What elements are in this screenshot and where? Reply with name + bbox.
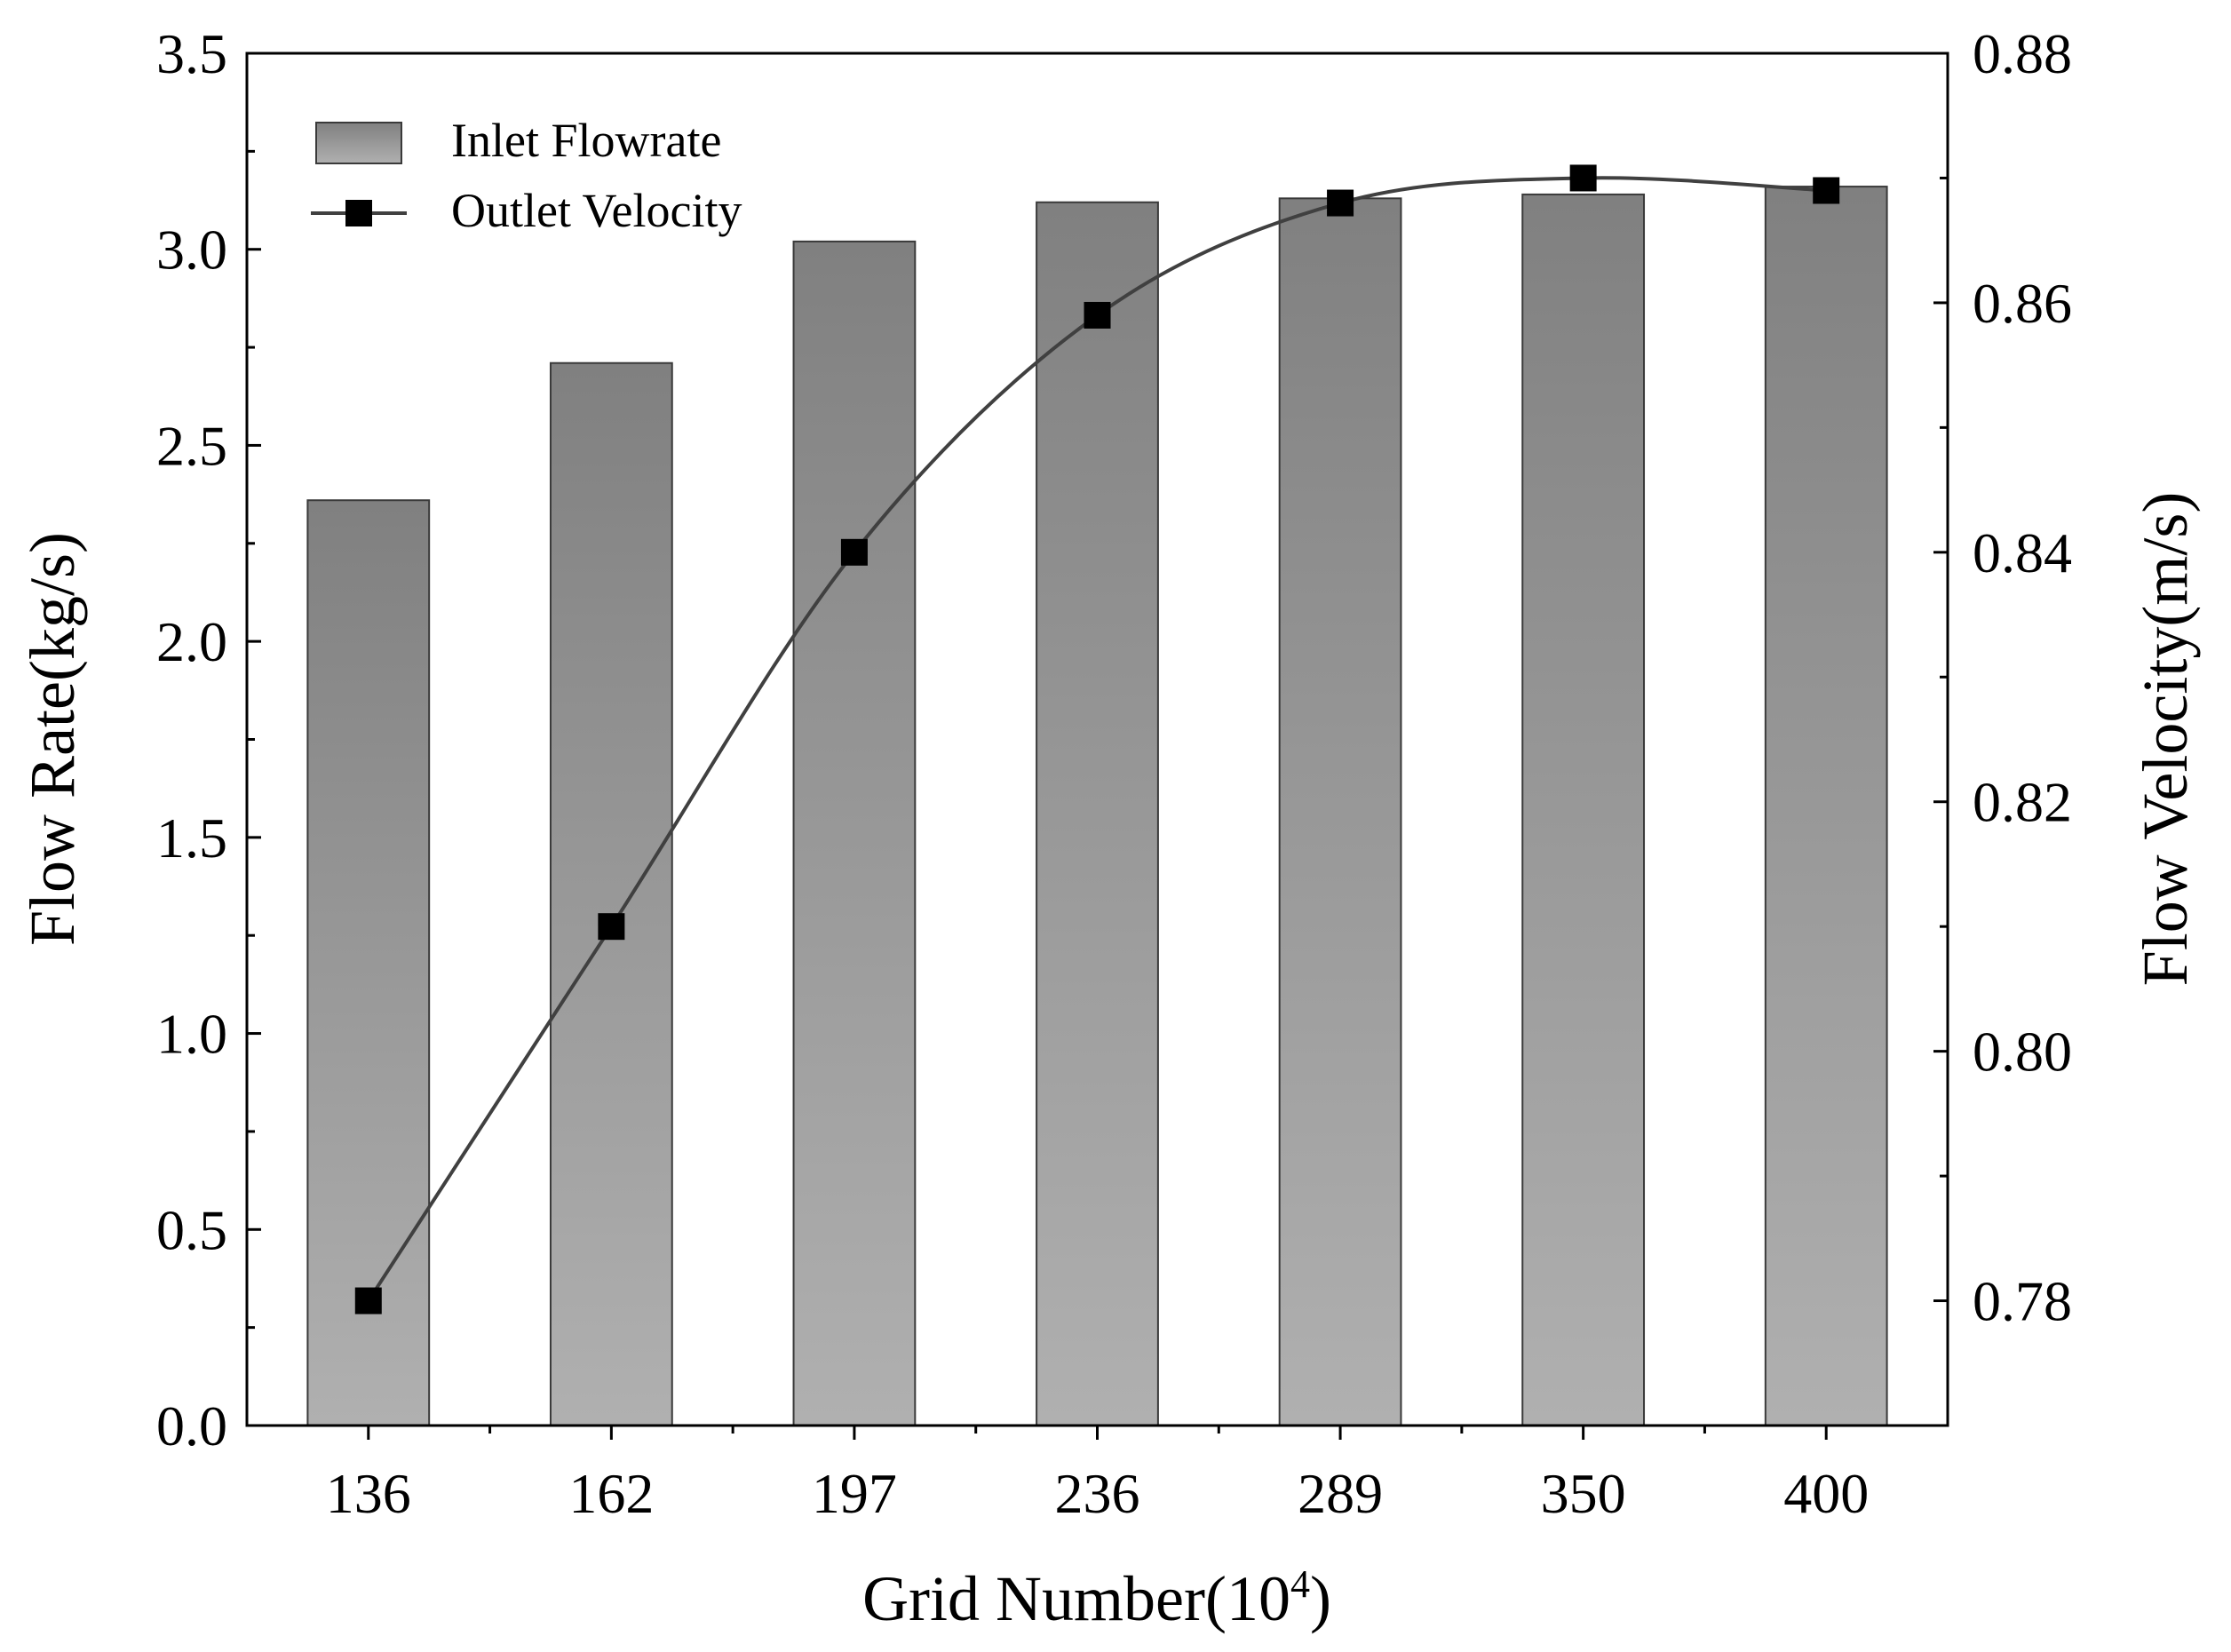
- right-tick-label: 0.80: [1973, 1021, 2072, 1084]
- bar-400: [1764, 186, 1888, 1427]
- left-tick-label: 2.5: [156, 414, 227, 477]
- x-tick-label-400: 400: [1783, 1462, 1869, 1525]
- left-tick-label: 1.0: [156, 1003, 227, 1066]
- x-tick-label-162: 162: [568, 1462, 654, 1525]
- outlet-velocity-line: [367, 176, 1827, 1302]
- x-tick-label-289: 289: [1298, 1462, 1383, 1525]
- left-tick-label: 0.5: [156, 1198, 227, 1261]
- bar-350: [1521, 193, 1646, 1426]
- x-tick-label-350: 350: [1541, 1462, 1626, 1525]
- bar-136: [306, 499, 431, 1427]
- x-axis-title: Grid Number(104): [862, 1562, 1331, 1634]
- legend: Inlet Flowrate Outlet Velocity: [311, 114, 742, 237]
- left-tick-label: 1.5: [156, 806, 227, 870]
- velocity-point-350: [1569, 164, 1597, 192]
- x-tick-label-197: 197: [812, 1462, 897, 1525]
- right-tick-label: 0.88: [1973, 22, 2072, 85]
- bar-197: [792, 240, 917, 1426]
- right-tick-label: 0.84: [1973, 521, 2072, 584]
- right-tick-label: 0.86: [1973, 272, 2072, 335]
- velocity-line-layer: [354, 164, 1840, 1314]
- bar-162: [549, 361, 673, 1427]
- velocity-point-289: [1327, 189, 1354, 217]
- velocity-point-197: [840, 538, 868, 566]
- bars-layer: [306, 186, 1888, 1427]
- ticks-layer: 0.0 0.5 1.0 1.5 2.0 2.5 3.0 3.5 0.78 0.80 0.82 0.84…: [156, 22, 2072, 1525]
- velocity-point-162: [598, 913, 625, 941]
- velocity-point-136: [354, 1287, 382, 1314]
- left-tick-label: 3.0: [156, 218, 227, 282]
- left-tick-label: 0.0: [156, 1394, 227, 1457]
- x-tick-label-236: 236: [1055, 1462, 1140, 1525]
- bar-289: [1278, 197, 1402, 1426]
- legend-bar-label: Inlet Flowrate: [451, 114, 721, 167]
- left-tick-label: 2.0: [156, 610, 227, 673]
- y-axis-left-title: Flow Rate(kg/s): [17, 532, 88, 946]
- right-tick-label: 0.78: [1973, 1270, 2072, 1333]
- x-tick-label-136: 136: [326, 1462, 411, 1525]
- legend-line-label: Outlet Velocity: [451, 184, 742, 237]
- legend-bar-swatch: [315, 122, 402, 164]
- velocity-point-400: [1813, 177, 1840, 204]
- legend-line-marker: [345, 200, 372, 226]
- left-tick-label: 3.5: [156, 22, 227, 85]
- y-axis-right-title: Flow Velocity(m/s): [2130, 492, 2201, 987]
- bar-236: [1036, 201, 1159, 1427]
- right-tick-label: 0.82: [1973, 771, 2072, 834]
- velocity-point-236: [1084, 301, 1111, 329]
